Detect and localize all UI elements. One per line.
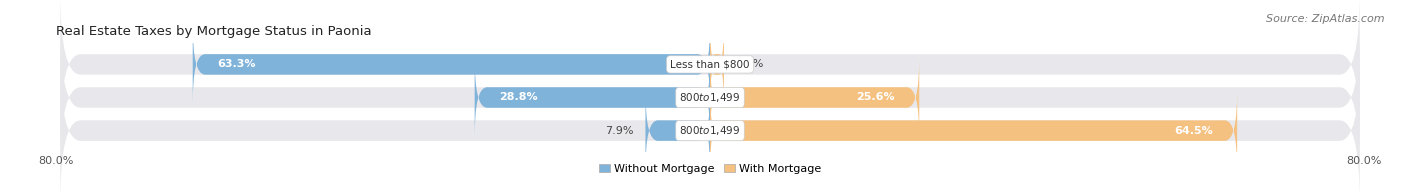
FancyBboxPatch shape (710, 91, 1237, 170)
Text: 25.6%: 25.6% (856, 92, 894, 103)
FancyBboxPatch shape (60, 58, 1360, 195)
Text: 63.3%: 63.3% (218, 59, 256, 69)
Legend: Without Mortgage, With Mortgage: Without Mortgage, With Mortgage (599, 164, 821, 174)
Text: Real Estate Taxes by Mortgage Status in Paonia: Real Estate Taxes by Mortgage Status in … (56, 25, 371, 38)
Text: Source: ZipAtlas.com: Source: ZipAtlas.com (1267, 14, 1385, 24)
Text: 28.8%: 28.8% (499, 92, 538, 103)
Text: $800 to $1,499: $800 to $1,499 (679, 91, 741, 104)
Text: 64.5%: 64.5% (1174, 126, 1212, 136)
FancyBboxPatch shape (60, 25, 1360, 170)
Text: Less than $800: Less than $800 (671, 59, 749, 69)
Text: 7.9%: 7.9% (605, 126, 633, 136)
FancyBboxPatch shape (710, 25, 724, 104)
FancyBboxPatch shape (710, 58, 920, 137)
Text: $800 to $1,499: $800 to $1,499 (679, 124, 741, 137)
FancyBboxPatch shape (60, 0, 1360, 137)
FancyBboxPatch shape (475, 58, 710, 137)
FancyBboxPatch shape (193, 25, 710, 104)
Text: 1.7%: 1.7% (737, 59, 765, 69)
FancyBboxPatch shape (645, 91, 710, 170)
